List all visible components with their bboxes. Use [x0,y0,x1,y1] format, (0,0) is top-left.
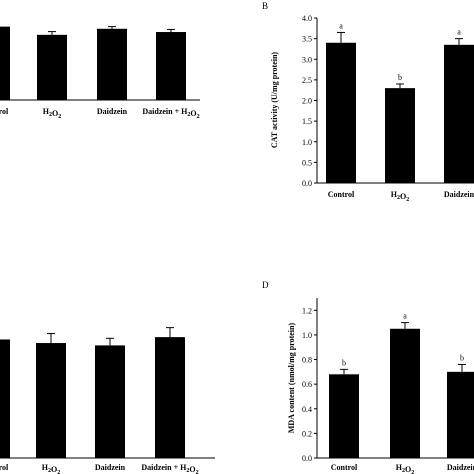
panel-d: D 0.0 0.2 0.4 0.6 0.8 1.0 1.2 MDA content (nmo… [262,280,474,474]
bar [155,337,185,458]
category-label: H2O2 [42,463,60,474]
y-tick-label: 0.5 [302,158,312,167]
category-label: Daidzein [447,463,474,472]
significance-letters: b a b [342,312,464,368]
significance-letter: b [342,358,346,367]
category-labels: ControlH2O2DaidzeinDaidzein + H2O2 [331,463,474,474]
bars [0,327,185,458]
y-tick-label: 2.0 [302,97,312,106]
category-label: Daidzein [97,107,128,116]
bar [326,42,356,183]
bar [156,32,186,100]
bar [447,371,474,458]
significance-letter: b [460,353,464,362]
y-tick-label: 1.0 [302,138,312,147]
y-tick-label: 3.0 [302,55,312,64]
category-label: H2O2 [391,190,409,203]
panel-letter: D [262,280,269,290]
significance-letters: a b a [339,21,461,82]
category-label: Control [331,463,358,472]
bar [0,26,10,101]
y-axis-title: CAT activity (U/mg protein) [270,52,279,149]
panel-b: B 0.0 0.5 1.0 1.5 2.0 2.5 3.0 3.5 4.0 CAT activi… [262,1,474,203]
y-ticks: 0.0 0.2 0.4 0.6 0.8 1.0 1.2 [302,306,317,463]
panel-a: Control H2O2 Daidzein Daidzein + H2O2 [0,26,200,120]
significance-letter: a [339,21,343,30]
bar [385,88,415,183]
y-tick-label: 0.0 [302,454,312,463]
y-ticks: 0.0 0.5 1.0 1.5 2.0 2.5 3.0 3.5 4.0 [302,14,317,188]
y-tick-label: 2.5 [302,76,312,85]
y-axis-title: MDA content (nmol/mg protein) [287,323,296,434]
panel-letter: B [262,1,268,11]
bar [37,34,67,101]
category-labels: ControlH2O2DaidzeinDaidzein + H2O2 [328,190,474,203]
category-label: Control [0,463,9,472]
y-tick-label: 1.2 [302,306,312,315]
y-tick-label: 0.6 [302,380,312,389]
y-tick-label: 1.0 [302,331,312,340]
y-tick-label: 3.5 [302,35,312,44]
category-labels: Control H2O2 Daidzein Daidzein + H2O2 [0,107,200,120]
y-tick-label: 0.4 [302,405,312,414]
bars [0,26,186,101]
y-tick-label: 1.5 [302,117,312,126]
significance-letter: a [403,312,407,321]
category-label: Control [0,107,9,116]
bar [329,374,359,458]
category-label: Daidzein [95,463,126,472]
bar [95,345,125,458]
bars [329,322,474,458]
category-labels: Control H2O2 Daidzein Daidzein + H2O2 [0,463,199,474]
category-label: H2O2 [396,463,414,474]
y-tick-label: 4.0 [302,14,312,23]
bar [36,343,66,458]
bars [326,31,474,183]
significance-letter: b [398,73,402,82]
bar [444,44,474,183]
y-tick-label: 0.0 [302,179,312,188]
bar [390,328,420,458]
bar [97,28,127,100]
y-tick-label: 0.2 [302,429,312,438]
category-label: Daidzein [444,190,474,199]
category-label: Daidzein + H2O2 [142,107,199,120]
bar [0,339,10,458]
category-label: H2O2 [43,107,61,120]
category-label: Daidzein + H2O2 [141,463,198,474]
category-label: Control [328,190,355,199]
significance-letter: a [457,28,461,37]
panel-c: Control H2O2 Daidzein Daidzein + H2O2 [0,327,215,474]
y-tick-label: 0.8 [302,356,312,365]
